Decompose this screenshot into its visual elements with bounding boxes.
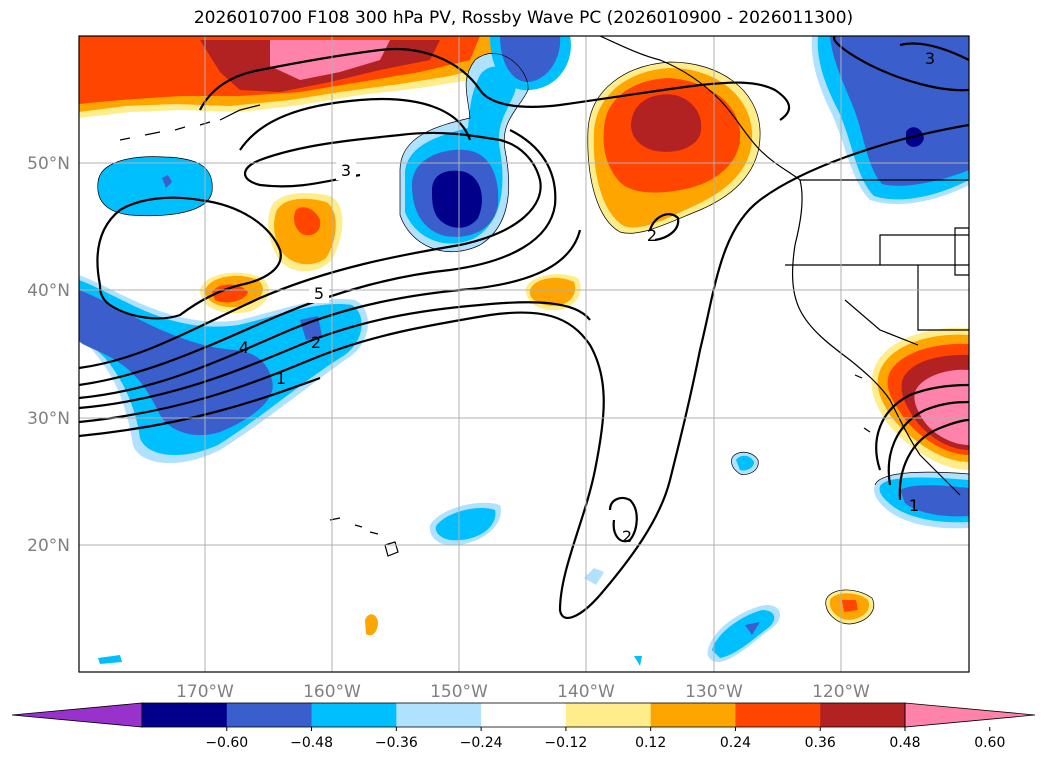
colorbar-segment — [311, 703, 397, 727]
colorbar-tick-label: −0.12 — [544, 735, 587, 751]
pv-fill-layer: 3 5 4 2 1 2 2 3 1 — [79, 36, 969, 672]
pv-thin-outlines — [97, 53, 969, 625]
lon-tick-label: 150°W — [430, 682, 488, 702]
colorbar-segment — [565, 703, 652, 727]
contour-label: 5 — [314, 284, 324, 303]
colorbar-segment — [820, 703, 906, 727]
contour-label: 1 — [909, 496, 919, 515]
map-title: 2026010700 F108 300 hPa PV, Rossby Wave … — [193, 8, 854, 28]
colorbar-segment — [481, 703, 567, 727]
colorbar-segment — [226, 703, 313, 727]
pv-anomaly-gulf-of-alaska — [587, 62, 761, 234]
pv-anomaly-southeast-blue — [874, 472, 969, 529]
colorbar-tick-label: −0.60 — [205, 735, 248, 751]
lat-tick-label: 40°N — [27, 281, 70, 301]
contour-label: 3 — [925, 49, 935, 68]
map-frame — [78, 35, 970, 673]
pv-anomaly-north-blue — [490, 36, 571, 91]
pv-anomaly-west-blue — [97, 156, 213, 216]
lon-tick-label: 160°W — [303, 682, 361, 702]
lat-tick-label: 50°N — [27, 154, 70, 174]
pv-anomaly-aleutian — [79, 36, 520, 118]
contour-label: 2 — [647, 226, 657, 245]
pv-anomaly-southwest-ridge — [871, 327, 969, 470]
contour-label: 2 — [622, 527, 632, 546]
colorbar-tick-label: 0.12 — [635, 735, 666, 751]
contour-label: 4 — [239, 338, 249, 357]
lat-tick-label: 20°N — [27, 536, 70, 556]
contour-label: 2 — [311, 333, 321, 352]
colorbar-tick-label: 0.48 — [889, 735, 920, 751]
colorbar-segment — [735, 703, 821, 727]
lon-tick-label: 140°W — [557, 682, 615, 702]
lon-tick-label: 170°W — [176, 682, 234, 702]
rossby-pc-contours — [79, 36, 969, 619]
pv-anomaly-northeast-blue — [811, 36, 969, 205]
lat-tick-labels: 50°N 40°N 30°N 20°N — [27, 154, 70, 556]
colorbar-segment — [650, 703, 736, 727]
contour-label: 3 — [341, 161, 351, 180]
coastlines — [119, 36, 969, 557]
pv-anomaly-orange-blobs — [200, 192, 581, 314]
colorbar-extend-high — [904, 702, 1036, 728]
colorbar-segment — [396, 703, 482, 727]
contour-labels: 3 5 4 2 1 2 2 3 1 — [239, 49, 935, 546]
colorbar-outline — [141, 702, 906, 728]
lon-tick-label: 130°W — [685, 682, 743, 702]
lat-tick-label: 30°N — [27, 409, 70, 429]
colorbar-tick-label: −0.36 — [375, 735, 418, 751]
pv-anomaly-central-low — [400, 53, 529, 252]
colorbar-extend-low — [11, 702, 143, 728]
colorbar-tick-label: −0.24 — [460, 735, 503, 751]
pv-anomaly-small-features — [98, 452, 874, 666]
lon-tick-label: 120°W — [812, 682, 870, 702]
gridlines — [79, 36, 969, 672]
colorbar-segment — [142, 703, 228, 727]
colorbar-tick-label: −0.48 — [290, 735, 333, 751]
contour-label: 1 — [276, 369, 286, 388]
lon-tick-labels: 170°W 160°W 150°W 140°W 130°W 120°W — [176, 682, 870, 702]
colorbar-tick-label: 0.36 — [805, 735, 836, 751]
colorbar: −0.60 −0.48 −0.36 −0.24 −0.12 0.12 0.24 0.36 0.4… — [11, 702, 1036, 751]
colorbar-tick-label: 0.60 — [974, 735, 1005, 751]
colorbar-tick-label: 0.24 — [720, 735, 751, 751]
